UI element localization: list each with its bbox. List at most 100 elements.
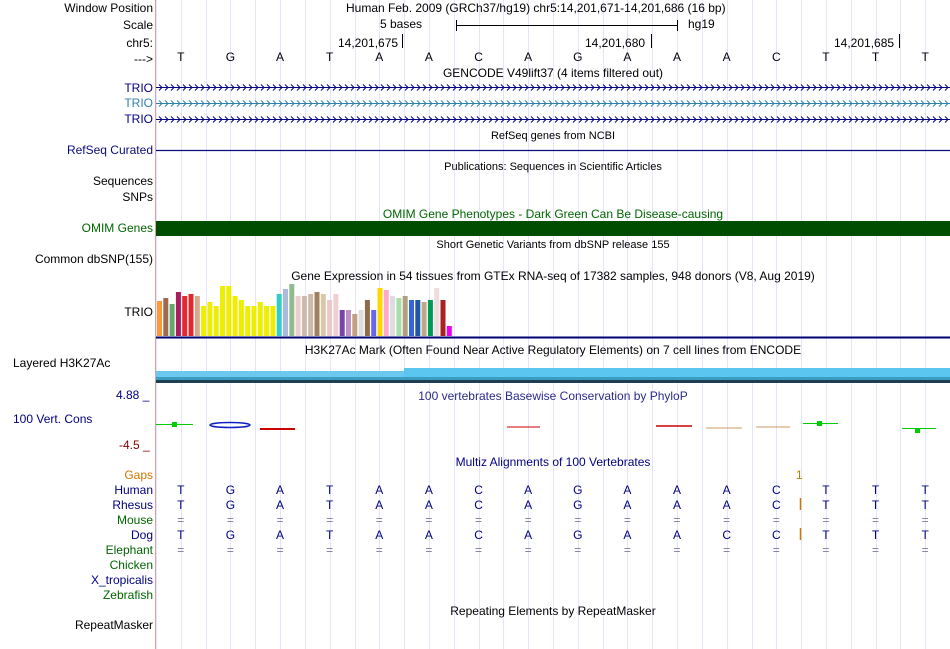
gtex-bar (245, 306, 251, 336)
base-letter: T (822, 483, 830, 497)
base-letter: A (623, 528, 632, 542)
omim-label[interactable]: OMIM Genes (81, 221, 153, 235)
base-letter: G (573, 498, 583, 512)
base-letter: G (573, 50, 583, 64)
base-letter: = (524, 513, 532, 527)
gtex-bar (207, 302, 213, 336)
base-letter: A (673, 483, 682, 497)
gtex-label[interactable]: TRIO (124, 305, 153, 319)
base-letter: A (722, 498, 731, 512)
base-letter: = (673, 513, 681, 527)
base-letter: = (574, 513, 582, 527)
base-letter: C (771, 483, 781, 497)
gtex-bar (440, 300, 446, 336)
gtex-bar (415, 300, 421, 336)
repeatmasker-label[interactable]: RepeatMasker (74, 618, 153, 632)
base-letter: A (375, 50, 384, 64)
h3k27ac-band (156, 377, 950, 380)
publications-sequences-label[interactable]: Sequences (92, 174, 153, 188)
phylop-bar (817, 421, 822, 426)
gtex-bar (257, 302, 263, 336)
base-letter: = (375, 543, 383, 557)
gtex-bar (188, 294, 194, 336)
base-letter: T (822, 528, 830, 542)
phylop-track-title[interactable]: 100 vertebrates Basewise Conservation by… (418, 389, 688, 403)
species-label-elephant[interactable]: Elephant (105, 543, 153, 557)
base-letter: C (474, 528, 483, 542)
refseq-track-title[interactable]: RefSeq genes from NCBI (490, 130, 616, 142)
scale-label: Scale (122, 18, 153, 32)
publications-track-title[interactable]: Publications: Sequences in Scientific Ar… (444, 161, 662, 173)
strand-chevrons (158, 84, 949, 91)
base-letter: A (276, 528, 285, 542)
species-label-rhesus[interactable]: Rhesus (112, 498, 153, 512)
base-letter: A (375, 483, 384, 497)
h3k27ac-label[interactable]: Layered H3K27Ac (13, 356, 111, 370)
species-label-xtropicalis[interactable]: X_tropicalis (90, 573, 153, 587)
base-letter: G (225, 50, 236, 64)
multiz-gaps-label[interactable]: Gaps (124, 468, 153, 482)
base-letter: A (623, 50, 632, 64)
gencode-transcript (156, 116, 950, 123)
base-letter: = (425, 513, 433, 527)
base-letter: A (276, 498, 285, 512)
base-letter: = (822, 543, 830, 557)
base-letter: = (574, 543, 582, 557)
gtex-bar (264, 306, 270, 336)
strand-chevrons (158, 116, 949, 123)
base-letter: = (226, 513, 234, 527)
gencode-item-label[interactable]: TRIO (124, 96, 153, 110)
dbsnp-track-title[interactable]: Short Genetic Variants from dbSNP releas… (436, 239, 670, 251)
gencode-item-label[interactable]: TRIO (124, 81, 153, 95)
omim-track-title[interactable]: OMIM Gene Phenotypes - Dark Green Can Be… (382, 207, 724, 221)
gtex-bar (364, 300, 370, 336)
gtex-bar (226, 286, 232, 336)
base-letter: G (225, 483, 236, 497)
gencode-track-title[interactable]: GENCODE V49lift37 (4 items filtered out) (442, 66, 664, 80)
omim-bar (156, 221, 950, 236)
gtex-bar (213, 306, 219, 336)
gtex-track-title[interactable]: Gene Expression in 54 tissues from GTEx … (291, 269, 815, 283)
base-letter: = (475, 543, 483, 557)
species-label-dog[interactable]: Dog (130, 528, 153, 542)
gtex-bar (182, 296, 188, 336)
refseq-label[interactable]: RefSeq Curated (66, 143, 153, 157)
multiz-track-title[interactable]: Multiz Alignments of 100 Vertebrates (455, 455, 651, 469)
base-letter: = (673, 543, 681, 557)
base-letter: A (375, 498, 384, 512)
h3k27ac-track-title[interactable]: H3K27Ac Mark (Often Found Near Active Re… (304, 343, 802, 357)
base-letter: A (375, 528, 384, 542)
base-letter: T (921, 50, 929, 64)
repeatmasker-track-title[interactable]: Repeating Elements by RepeatMasker (450, 604, 656, 618)
gtex-bar (339, 310, 345, 336)
gtex-bar (396, 298, 402, 336)
base-letter: = (226, 543, 234, 557)
base-letter: = (772, 513, 780, 527)
gtex-bar (301, 296, 307, 336)
species-bases-elephant: = = = = = = = = = = = = = = = = (156, 543, 950, 557)
base-letter: A (424, 483, 433, 497)
species-label-zebrafish[interactable]: Zebrafish (102, 588, 153, 602)
gtex-bar (371, 310, 377, 336)
base-letter: = (723, 543, 731, 557)
position-tick-label: 14,201,685 (834, 36, 895, 50)
phylop-label[interactable]: 100 Vert. Cons (13, 412, 93, 426)
gtex-bar (409, 300, 414, 336)
base-letter: = (425, 543, 433, 557)
species-label-human[interactable]: Human (114, 483, 153, 497)
species-label-chicken[interactable]: Chicken (109, 558, 153, 572)
base-letter: C (771, 50, 781, 64)
base-letter: = (326, 543, 334, 557)
base-letter: = (276, 543, 284, 557)
gencode-item-label[interactable]: TRIO (124, 112, 153, 126)
base-letter: A (673, 50, 682, 64)
base-letter: C (474, 50, 483, 64)
publications-snps-label[interactable]: SNPs (122, 190, 153, 204)
base-letter: A (524, 50, 533, 64)
species-label-mouse[interactable]: Mouse (116, 513, 153, 527)
dbsnp-label[interactable]: Common dbSNP(155) (34, 252, 153, 266)
base-letter: = (822, 513, 830, 527)
